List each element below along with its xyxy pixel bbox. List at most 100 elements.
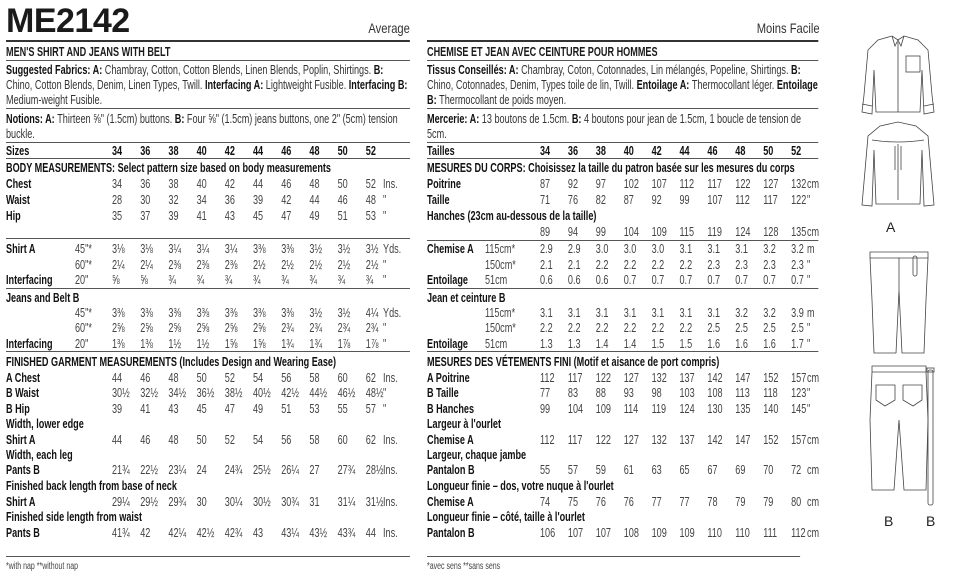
table-cell: 46½ [337,385,356,400]
table-cell: 2⅜ [224,257,238,272]
table-cell: 123 [791,385,807,400]
unit-label: " [382,401,387,416]
table-cell: 157 [791,432,807,447]
table-cell: 2⅜ [196,257,210,272]
table-cell: ¾ [309,272,317,287]
table-cell: 2.3 [735,257,748,272]
unit-label: Ins. [382,494,398,509]
table-cell: 1.5 [679,336,693,351]
bold-label: Mercerie: A: [427,111,482,126]
table-cell: 98 [651,385,662,400]
table-cell: 1⅝ [252,336,266,351]
table-cell: 3.2 [735,305,748,320]
unit-label: " [382,385,387,400]
table-cell: 1½ [196,336,210,351]
row-label: Shirt A [6,494,36,509]
table-cell: 3.1 [707,241,721,256]
table-cell: 0.6 [595,272,609,287]
table-cell: 2.1 [567,257,581,272]
row-label: A Poitrine [427,370,470,385]
unit-label: " [382,320,387,335]
fabric-width: 45"* [74,241,92,256]
text: Chambray, Coton, Cotonnades, Lin mélangé… [521,62,792,77]
table-cell: 111 [763,525,778,540]
unit-label: Ins. [382,176,398,191]
fabric-width: 150cm* [484,320,516,335]
table-cell: 34 [111,176,123,191]
table-cell: 43 [168,401,179,416]
table-cell: 103 [679,385,695,400]
row-label: B Hanches [427,401,475,416]
table-cell: 80 [791,494,802,509]
table-cell: 3¼ [168,241,182,256]
table-cell: 88 [595,385,606,400]
table-cell: 34½ [168,385,187,400]
table-cell: 0.7 [679,272,693,287]
table-cell: 1.6 [763,336,776,351]
table-cell: 39 [168,208,179,223]
table-cell: 48 [168,432,179,447]
row-label: B Waist [6,385,40,400]
table-cell: ¾ [224,272,233,287]
size-header: 36 [140,143,151,158]
table-cell: 0.7 [651,272,665,287]
table-cell: 53 [309,401,320,416]
table-cell: 44 [252,176,264,191]
table-cell: 87 [539,176,551,191]
size-header: 44 [679,143,690,158]
table-cell: 122 [791,192,807,207]
table-cell: 0.7 [763,272,776,287]
table-cell: 30½ [252,494,271,509]
text: Thermocollant de poids moyen. [439,92,567,107]
notions: Mercerie: A: 13 boutons de 1.5cm. B: 4 b… [427,111,818,141]
table-cell: 2.9 [539,241,553,256]
table-cell: 112 [791,525,806,540]
table-cell: 1.4 [623,336,637,351]
table-cell: 3⅜ [281,241,294,256]
size-header: 38 [595,143,606,158]
table-cell: ¾ [365,272,374,287]
table-cell: 3½ [337,241,351,256]
table-cell: 36 [140,176,151,191]
table-cell: 132 [791,176,807,191]
unit-label: cm [806,432,820,447]
table-cell: 63 [651,462,662,477]
table-cell: 2.5 [735,320,748,335]
table-cell: 2⅝ [111,320,125,335]
table-cell: 3⅜ [224,305,238,320]
table-cell: 52 [224,432,235,447]
table-cell: 1⅞ [337,336,351,351]
fabric-width: 45"* [74,305,92,320]
unit-label: " [806,336,811,351]
table-cell: ¾ [168,272,176,287]
size-header: 34 [539,143,551,158]
bold-label: Tissus Conseillés: A: [427,62,522,77]
size-header: 48 [309,143,320,158]
table-cell: 1¾ [281,336,294,351]
table-cell: 35 [111,208,123,223]
row-subheading: Hanches (23cm au-dessous de la taille) [427,208,597,223]
row-label: Pantalon B [427,525,475,540]
table-cell: 2⅝ [168,320,182,335]
table-cell: 39 [111,401,123,416]
table-cell: 24¾ [224,462,243,477]
table-cell: 3⅜ [281,305,294,320]
table-cell: 42¼ [168,525,187,540]
table-cell: ¾ [281,272,289,287]
table-cell: 102 [623,176,639,191]
table-cell: 130 [707,401,723,416]
unit-label: cm [806,462,820,477]
table-cell: 28 [111,192,123,207]
table-cell: 3.1 [707,305,721,320]
unit-label: " [806,320,811,335]
table-cell: 47 [224,401,235,416]
table-cell: 2.2 [623,320,637,335]
table-cell: 94 [567,224,579,239]
table-cell: 3⅛ [140,241,153,256]
belt-drawing [926,367,935,506]
suggested-fabrics: Tissus Conseillés: A: Chambray, Coton, C… [427,62,818,107]
table-cell: 113 [735,385,750,400]
table-cell: 117 [763,192,778,207]
row-label: Chemise A [427,494,474,509]
table-cell: 3.1 [735,241,748,256]
